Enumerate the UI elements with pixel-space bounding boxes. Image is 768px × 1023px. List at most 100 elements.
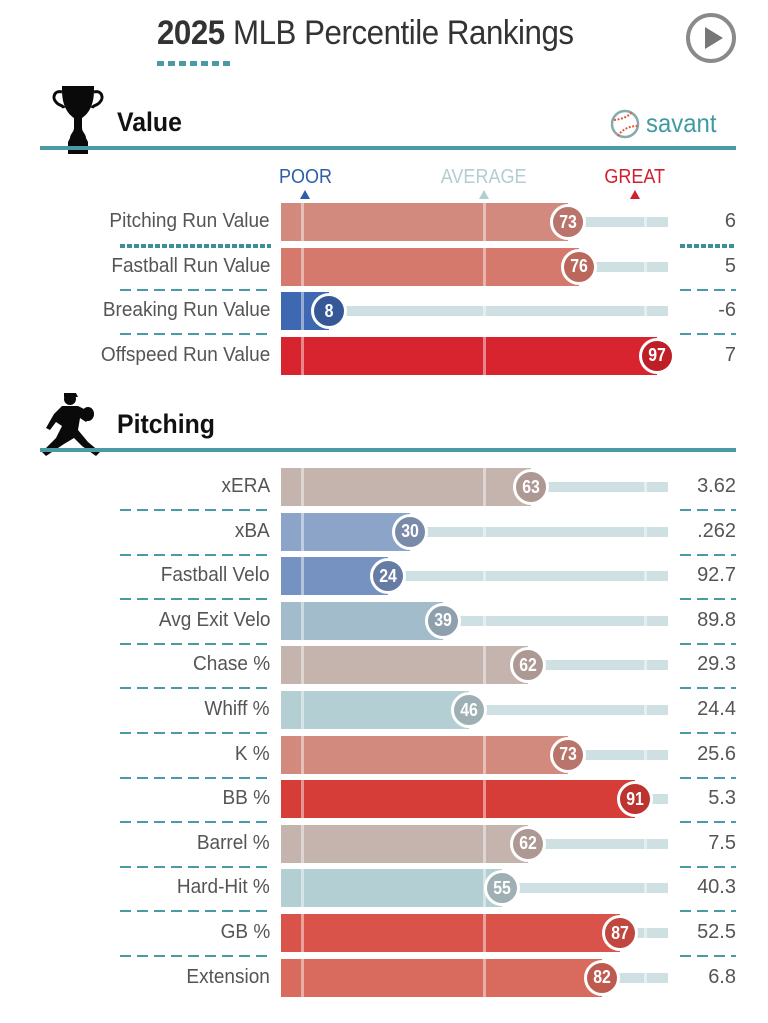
percentile-circle[interactable]: 91 xyxy=(616,781,653,818)
percentile-circle[interactable]: 87 xyxy=(602,915,639,951)
average-reference-line xyxy=(483,914,486,952)
row-separator xyxy=(680,732,736,734)
stat-value: -6 xyxy=(718,299,736,322)
row-separator xyxy=(680,821,736,824)
percentile-circle[interactable]: 62 xyxy=(509,825,546,862)
legend-great-marker-icon xyxy=(630,190,640,199)
play-button[interactable] xyxy=(686,13,736,63)
metric-label: Chase % xyxy=(192,653,270,676)
average-reference-line xyxy=(483,958,486,997)
percentile-value: 46 xyxy=(459,699,478,720)
percentile-bar[interactable] xyxy=(281,512,410,551)
percentile-circle[interactable]: 63 xyxy=(513,469,550,505)
stat-value: 5.3 xyxy=(708,787,736,810)
poor-reference-line xyxy=(301,247,304,286)
metric-label: BB % xyxy=(222,787,270,810)
row-separator xyxy=(680,333,736,336)
percentile-bar[interactable] xyxy=(281,203,569,241)
percentile-circle[interactable]: 82 xyxy=(583,959,620,996)
poor-reference-line xyxy=(301,780,304,819)
average-reference-line xyxy=(483,646,486,685)
poor-reference-line xyxy=(301,557,304,596)
row-separator xyxy=(120,333,271,336)
percentile-circle[interactable]: 73 xyxy=(550,736,587,773)
row-separator xyxy=(680,865,736,868)
poor-reference-line xyxy=(301,601,304,640)
percentile-circle[interactable]: 97 xyxy=(638,337,675,374)
percentile-bar[interactable] xyxy=(281,336,657,375)
percentile-bar[interactable] xyxy=(281,601,443,640)
percentile-bar[interactable] xyxy=(281,646,528,685)
great-reference-line xyxy=(644,571,647,582)
percentile-bar[interactable] xyxy=(281,468,532,506)
metric-label: K % xyxy=(235,742,270,765)
percentile-bar[interactable] xyxy=(281,691,469,729)
percentile-circle[interactable]: 39 xyxy=(424,602,461,639)
average-reference-line xyxy=(483,336,486,375)
great-reference-line xyxy=(644,705,647,715)
percentile-circle[interactable]: 30 xyxy=(391,513,428,550)
average-reference-line xyxy=(483,780,486,819)
metric-label: Fastball Run Value xyxy=(110,254,270,277)
trophy-icon xyxy=(52,86,104,154)
poor-reference-line xyxy=(301,958,304,997)
row-separator xyxy=(120,732,271,734)
legend-poor-label: POOR xyxy=(278,166,332,188)
average-reference-line xyxy=(483,203,486,241)
row-separator xyxy=(120,598,271,601)
percentile-circle[interactable]: 55 xyxy=(483,870,520,907)
percentile-bar[interactable] xyxy=(281,824,528,863)
percentile-value: 63 xyxy=(522,476,541,497)
background-track xyxy=(328,306,668,317)
percentile-circle[interactable]: 62 xyxy=(509,647,546,684)
percentile-bar[interactable] xyxy=(281,735,569,774)
average-reference-line xyxy=(483,615,486,626)
play-icon xyxy=(705,27,723,49)
percentile-circle[interactable]: 46 xyxy=(450,692,487,728)
background-track xyxy=(501,883,668,894)
percentile-bar[interactable] xyxy=(281,869,502,908)
great-reference-line xyxy=(644,928,647,938)
great-reference-line xyxy=(644,838,647,849)
metric-label: Whiff % xyxy=(204,698,270,720)
background-track xyxy=(387,571,668,582)
percentile-value: 62 xyxy=(518,833,537,854)
percentile-value: 73 xyxy=(559,744,578,765)
great-reference-line xyxy=(644,972,647,983)
row-separator xyxy=(120,509,271,511)
baseball-icon xyxy=(610,109,640,138)
row-separator xyxy=(120,642,271,645)
poor-reference-line xyxy=(301,468,304,506)
percentile-circle[interactable]: 73 xyxy=(550,204,587,240)
legend-great-label: GREAT xyxy=(604,166,666,188)
legend-poor-marker-icon xyxy=(300,190,310,199)
stat-value: 29.3 xyxy=(697,653,736,676)
percentile-bar[interactable] xyxy=(281,958,602,997)
metric-label: Barrel % xyxy=(197,831,270,854)
average-reference-line xyxy=(483,824,486,863)
metric-label: Breaking Run Value xyxy=(102,299,270,322)
metric-label: xERA xyxy=(221,475,270,497)
metric-label: Avg Exit Velo xyxy=(158,608,270,631)
stat-value: 24.4 xyxy=(697,698,736,720)
percentile-bar[interactable] xyxy=(281,914,621,952)
legend-great: GREAT xyxy=(602,166,668,199)
stat-value: 6 xyxy=(724,210,736,232)
row-separator xyxy=(680,910,736,913)
row-separator xyxy=(120,865,271,868)
background-track xyxy=(468,705,668,715)
background-track xyxy=(442,615,668,626)
metric-label: Hard-Hit % xyxy=(177,876,270,899)
row-separator xyxy=(120,910,271,913)
percentile-circle[interactable]: 8 xyxy=(310,293,347,330)
poor-reference-line xyxy=(301,914,304,952)
savant-logo[interactable]: savant xyxy=(610,108,723,139)
stat-value: 7.5 xyxy=(708,831,736,854)
row-separator xyxy=(120,553,271,556)
poor-reference-line xyxy=(301,203,304,241)
percentile-bar[interactable] xyxy=(281,247,580,286)
great-reference-line xyxy=(644,660,647,671)
percentile-circle[interactable]: 24 xyxy=(369,558,406,595)
percentile-circle[interactable]: 76 xyxy=(561,248,598,285)
percentile-bar[interactable] xyxy=(281,780,635,819)
